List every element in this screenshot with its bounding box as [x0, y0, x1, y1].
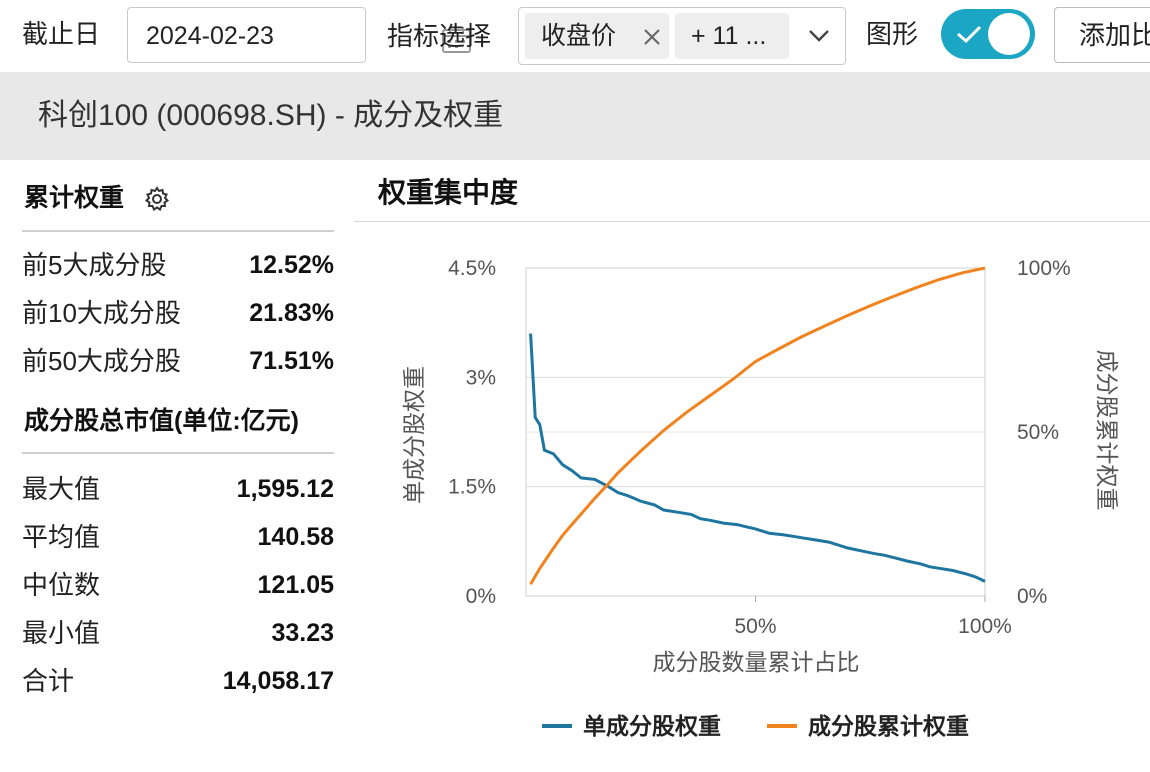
y-right-axis-title: 成分股累计权重 — [1094, 350, 1120, 511]
weight-row-top5: 前5大成分股 12.52% — [22, 247, 334, 283]
x-axis-title: 成分股数量累计占比 — [653, 649, 860, 675]
x-tick-label: 100% — [958, 615, 1012, 638]
toggle-knob — [988, 13, 1030, 55]
toolbar: 截止日 2024-02-23 指标选择 收盘价 + 11 ... — [0, 0, 1150, 72]
cap-row-value: 14,058.17 — [222, 667, 334, 695]
cap-row-value: 33.23 — [271, 619, 334, 647]
chart-grid — [526, 267, 985, 597]
cap-row-value: 1,595.12 — [236, 475, 334, 503]
chart-title: 权重集中度 — [378, 177, 519, 208]
indicator-chip-more[interactable]: + 11 ... — [675, 13, 789, 59]
y-left-axis-title: 单成分股权重 — [401, 366, 427, 504]
weight-row-value: 21.83% — [249, 299, 334, 327]
divider — [22, 452, 334, 454]
cap-row-total: 合计 14,058.17 — [22, 663, 334, 699]
y-right-tick-label: 50% — [1017, 421, 1059, 444]
close-icon[interactable] — [642, 27, 662, 47]
divider — [354, 221, 1150, 222]
x-tick-label: 50% — [734, 615, 776, 638]
y-right-ticks: 0% 50% 100% — [1017, 257, 1071, 608]
date-label: 截止日 — [22, 19, 101, 49]
weight-row-label: 前5大成分股 — [22, 250, 167, 280]
weight-section-title: 累计权重 — [24, 184, 125, 212]
chart-toggle-label: 图形 — [866, 19, 919, 49]
legend-item-single[interactable]: 单成分股权重 — [583, 713, 721, 739]
y-left-tick-label: 4.5% — [448, 257, 496, 280]
x-ticks: 50% 100% — [734, 596, 1012, 638]
cap-row-label: 合计 — [22, 666, 75, 696]
y-left-tick-label: 0% — [466, 585, 496, 608]
indicator-chip-close-price[interactable]: 收盘价 — [525, 13, 669, 59]
weight-row-value: 71.51% — [249, 347, 334, 375]
cap-row-min: 最小值 33.23 — [22, 615, 334, 651]
add-compare-button[interactable]: 添加比较 — [1054, 7, 1150, 63]
weight-row-label: 前10大成分股 — [22, 298, 181, 328]
indicator-select[interactable]: 收盘价 + 11 ... — [518, 7, 846, 65]
gear-icon[interactable] — [143, 185, 171, 213]
legend-item-cumulative[interactable]: 成分股累计权重 — [808, 713, 969, 739]
weight-concentration-chart: 0% 1.5% 3% 4.5% 0% 50% 100% 50% 100% 成分股数量累计占比… — [401, 257, 1120, 739]
cap-row-value: 140.58 — [257, 523, 334, 551]
divider — [22, 230, 334, 232]
check-icon — [957, 25, 982, 44]
index-banner: 科创100 (000698.SH) - 成分及权重 — [0, 72, 1150, 160]
cap-row-label: 最大值 — [22, 474, 101, 504]
y-left-tick-label: 3% — [466, 366, 496, 389]
indicator-label: 指标选择 — [387, 21, 492, 51]
cap-row-median: 中位数 121.05 — [22, 567, 334, 603]
cap-row-mean: 平均值 140.58 — [22, 519, 334, 555]
cap-row-value: 121.05 — [257, 571, 334, 599]
date-value: 2024-02-23 — [146, 22, 274, 50]
page-title: 科创100 (000698.SH) - 成分及权重 — [38, 99, 504, 132]
series-cumulative-weight-line[interactable] — [529, 266, 986, 585]
weight-row-label: 前50大成分股 — [22, 346, 181, 376]
add-compare-label: 添加比较 — [1079, 20, 1150, 50]
y-right-tick-label: 0% — [1017, 585, 1047, 608]
indicator-chip-label: 收盘价 — [541, 22, 617, 50]
weight-row-top50: 前50大成分股 71.51% — [22, 343, 334, 379]
series-single-weight-line[interactable] — [529, 333, 986, 583]
indicator-more-label: + 11 ... — [691, 22, 767, 50]
date-input[interactable]: 2024-02-23 — [127, 7, 471, 63]
chart-toggle[interactable] — [941, 9, 1035, 59]
calendar-icon[interactable] — [441, 25, 472, 54]
chevron-down-icon[interactable] — [807, 26, 831, 44]
cap-row-max: 最大值 1,595.12 — [22, 471, 334, 507]
concentration-chart-panel: 权重集中度 0% 1.5% 3% 4.5% 0% 50% 100% 50% 100% 成分股… — [354, 160, 1150, 772]
legend: 单成分股权重 成分股累计权重 — [542, 713, 969, 739]
weight-row-value: 12.52% — [249, 251, 334, 279]
y-right-tick-label: 100% — [1017, 257, 1071, 280]
y-left-ticks: 0% 1.5% 3% 4.5% — [448, 257, 496, 608]
cap-row-label: 中位数 — [22, 570, 101, 600]
cap-row-label: 最小值 — [22, 618, 101, 648]
weight-row-top10: 前10大成分股 21.83% — [22, 295, 334, 331]
cap-row-label: 平均值 — [22, 522, 101, 552]
stats-panel: 累计权重 前5大成分股 12.52% 前10大成分股 21.83% 前50大成分… — [0, 160, 352, 772]
y-left-tick-label: 1.5% — [448, 476, 496, 499]
market-cap-section-title: 成分股总市值(单位:亿元) — [24, 407, 299, 435]
